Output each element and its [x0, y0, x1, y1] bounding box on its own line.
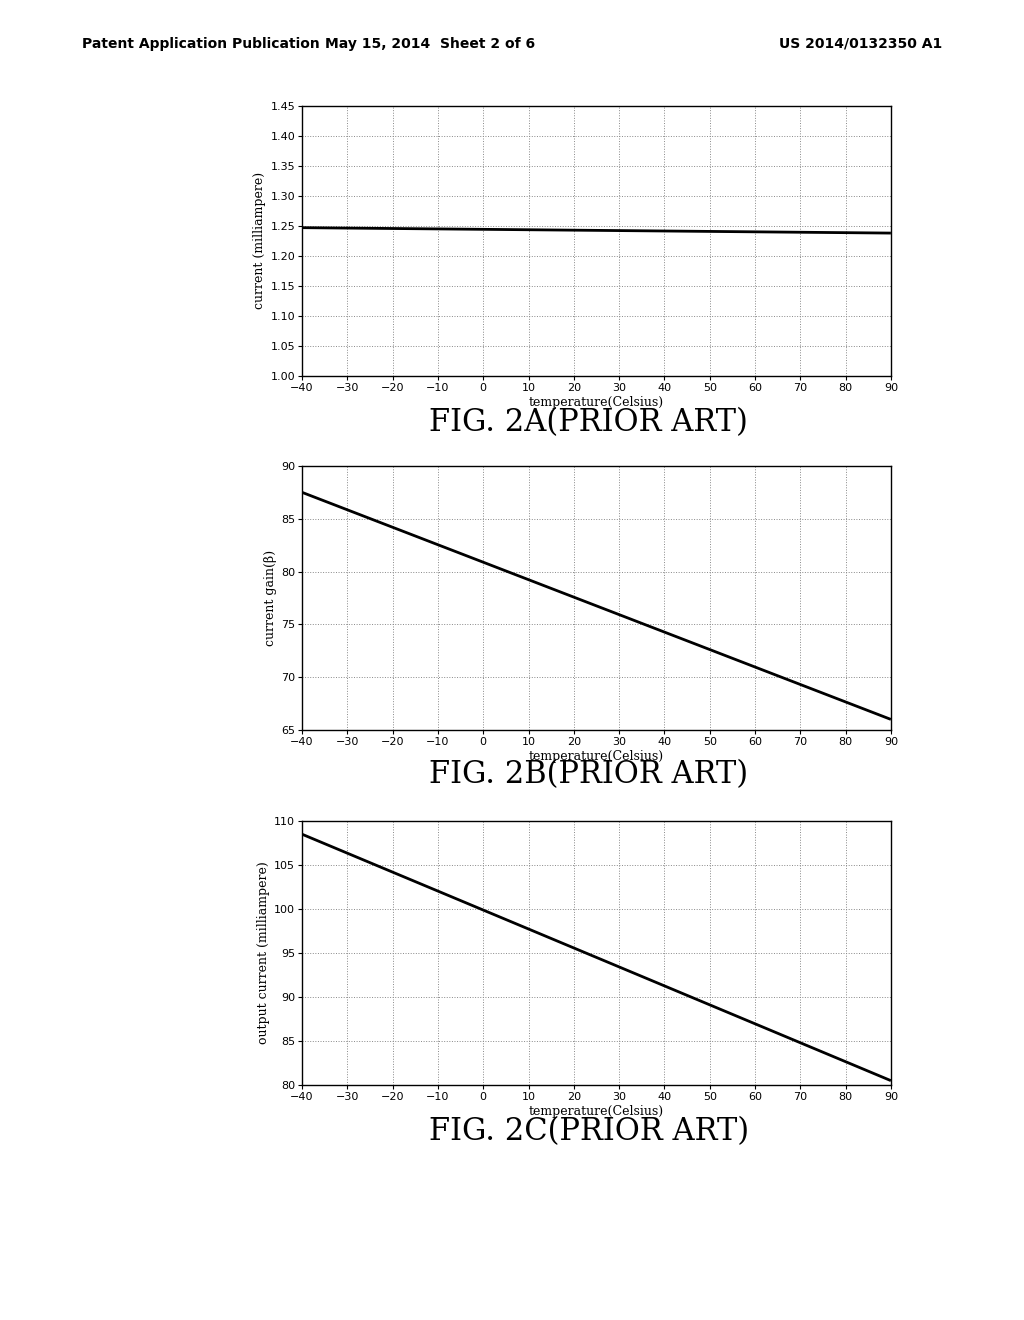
X-axis label: temperature(Celsius): temperature(Celsius) [529, 750, 664, 763]
Text: FIG. 2C(PRIOR ART): FIG. 2C(PRIOR ART) [429, 1115, 749, 1147]
Text: Patent Application Publication: Patent Application Publication [82, 37, 319, 51]
Text: FIG. 2B(PRIOR ART): FIG. 2B(PRIOR ART) [429, 759, 749, 791]
X-axis label: temperature(Celsius): temperature(Celsius) [529, 1105, 664, 1118]
Y-axis label: current (milliampere): current (milliampere) [253, 173, 266, 309]
Text: May 15, 2014  Sheet 2 of 6: May 15, 2014 Sheet 2 of 6 [325, 37, 536, 51]
X-axis label: temperature(Celsius): temperature(Celsius) [529, 396, 664, 409]
Y-axis label: output current (milliampere): output current (milliampere) [257, 862, 270, 1044]
Y-axis label: current gain(β): current gain(β) [264, 550, 276, 645]
Text: FIG. 2A(PRIOR ART): FIG. 2A(PRIOR ART) [429, 407, 749, 438]
Text: US 2014/0132350 A1: US 2014/0132350 A1 [779, 37, 942, 51]
